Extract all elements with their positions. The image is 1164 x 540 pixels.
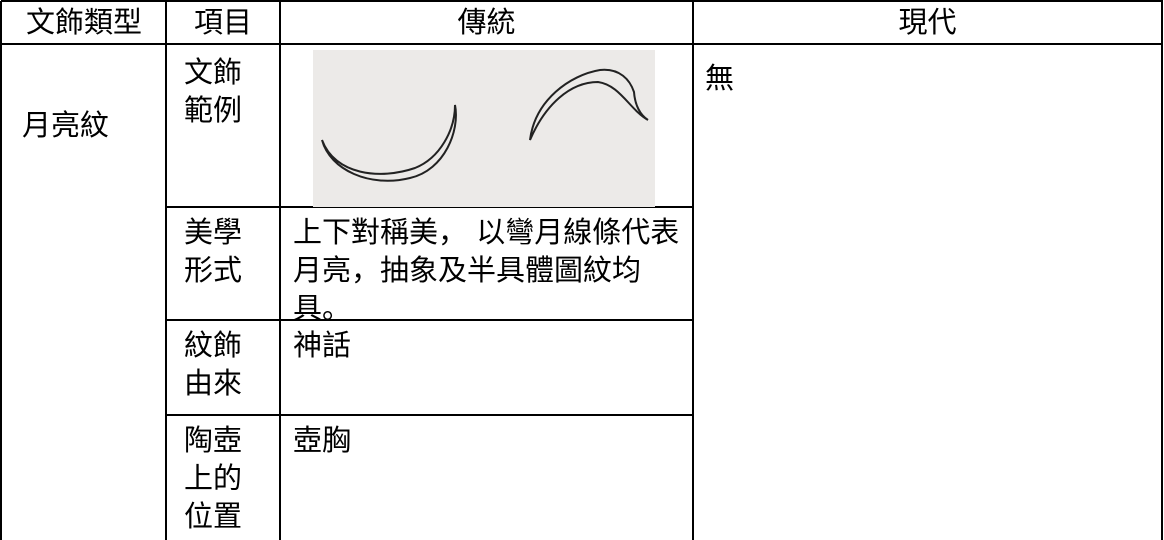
header-cell: 項目 (193, 5, 252, 39)
item-cell: 紋飾由來 (184, 328, 243, 400)
traditional-cell: 壺胸 (293, 423, 352, 457)
traditional-cell: 上下對稱美， 以彎月線條代表月亮，抽象及半具體圖紋均具。 (293, 215, 680, 325)
traditional-cell: 神話 (293, 328, 352, 362)
header-cell: 傳統 (457, 5, 516, 39)
item-cell: 美學形式 (184, 215, 243, 287)
crescent-image (313, 50, 655, 207)
item-cell: 文飾範例 (184, 55, 243, 127)
header-cell: 文飾類型 (25, 5, 142, 39)
header-cell: 現代 (898, 5, 957, 39)
modern-cell: 無 (705, 61, 735, 95)
item-cell: 陶壺上的位置 (184, 423, 243, 533)
pattern-name: 月亮紋 (22, 108, 110, 142)
